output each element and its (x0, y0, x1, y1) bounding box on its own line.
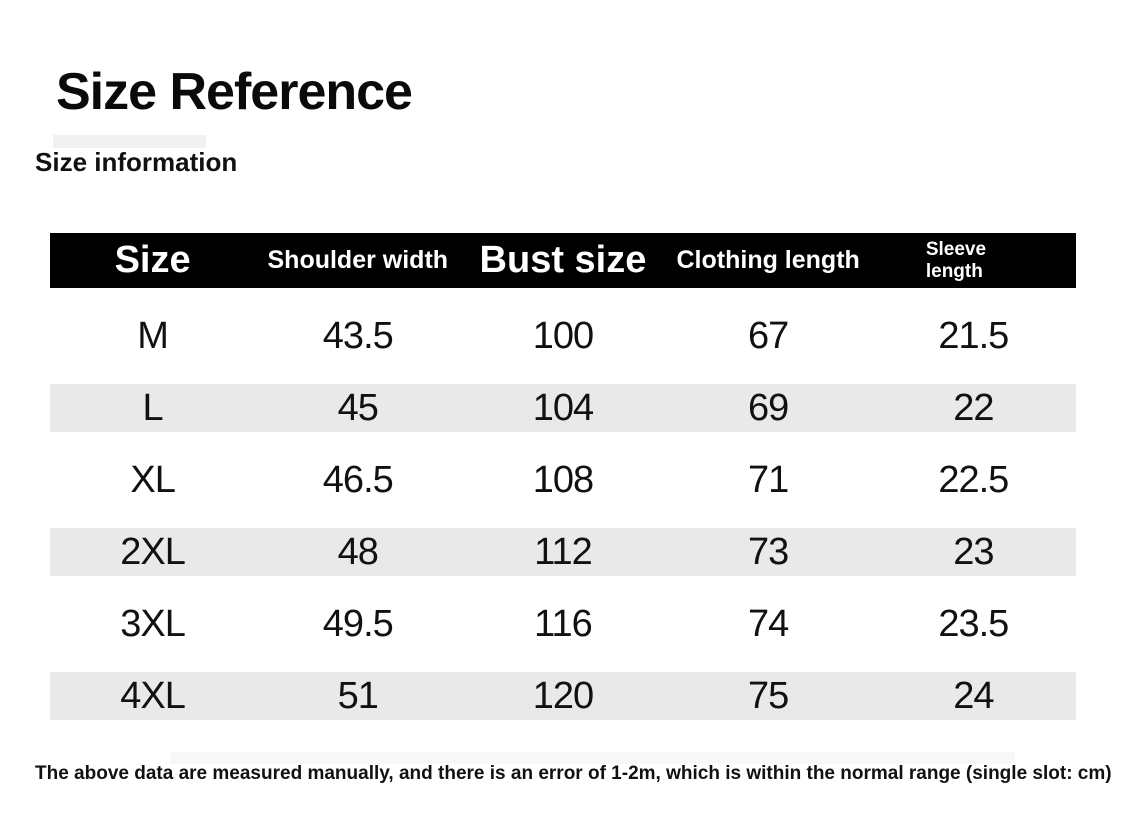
value-cell-clothing-length: 67 (748, 314, 789, 357)
header-cell-label: Bust size (479, 239, 647, 281)
header-cell-label: Size (114, 239, 191, 281)
value-cell-sleeve-length: 23 (953, 530, 994, 573)
value-cell-bust-size: 100 (532, 314, 594, 357)
table-row-xl: XL 46.5 108 71 22.5 (50, 456, 1076, 504)
size-label: 3XL (120, 602, 186, 645)
size-label: 4XL (120, 674, 186, 717)
value-cell-clothing-length: 75 (748, 674, 789, 717)
table-row-m: M 43.5 100 67 21.5 (50, 312, 1076, 360)
header-cell-shoulder-width: Shoulder width (255, 233, 460, 288)
footnote: The above data are measured manually, an… (35, 763, 1112, 784)
header-cell-label: Sleeve length (925, 238, 987, 282)
value-cell-sleeve-length: 21.5 (938, 314, 1009, 357)
value-cell-bust-size: 120 (532, 674, 594, 717)
value-cell-shoulder-width: 51 (337, 674, 379, 717)
highlight-mark (53, 135, 206, 148)
header-cell-label: Clothing length (676, 246, 860, 274)
size-label: L (142, 386, 164, 429)
table-body: M 43.5 100 67 21.5 L 45 104 69 22 XL 46.5 108 71 22.5 2… (50, 312, 1076, 720)
table-row-4xl: 4XL 51 120 75 24 (50, 672, 1076, 720)
table-row-2xl: 2XL 48 112 73 23 (50, 528, 1076, 576)
value-cell-shoulder-width: 43.5 (322, 314, 394, 357)
value-cell-clothing-length: 71 (748, 458, 789, 501)
page-title: Size Reference (56, 63, 413, 121)
table-header-row: Size Shoulder width Bust size Clothing leng… (50, 233, 1076, 288)
size-table: Size Shoulder width Bust size Clothing leng… (50, 233, 1076, 720)
value-cell-clothing-length: 74 (748, 602, 789, 645)
value-cell-sleeve-length: 22 (953, 386, 994, 429)
value-cell-shoulder-width: 49.5 (322, 602, 394, 645)
table-row-3xl: 3XL 49.5 116 74 23.5 (50, 600, 1076, 648)
value-cell-bust-size: 104 (532, 386, 594, 429)
header-cell-bust-size: Bust size (460, 233, 665, 288)
header-cell-size: Size (50, 233, 255, 288)
value-cell-sleeve-length: 23.5 (938, 602, 1009, 645)
section-subtitle: Size information (35, 147, 238, 177)
value-cell-sleeve-length: 22.5 (938, 458, 1009, 501)
size-label: M (137, 314, 169, 357)
value-cell-sleeve-length: 24 (953, 674, 994, 717)
value-cell-bust-size: 116 (534, 602, 593, 645)
value-cell-shoulder-width: 46.5 (322, 458, 394, 501)
value-cell-clothing-length: 69 (748, 386, 789, 429)
value-cell-shoulder-width: 45 (337, 386, 379, 429)
footnote-highlight-mark (170, 752, 1015, 764)
value-cell-bust-size: 108 (532, 458, 594, 501)
size-label: 2XL (120, 530, 186, 573)
size-label: XL (130, 458, 175, 501)
value-cell-shoulder-width: 48 (337, 530, 379, 573)
value-cell-bust-size: 112 (534, 530, 593, 573)
header-cell-label: Shoulder width (267, 246, 449, 274)
header-cell-clothing-length: Clothing length (666, 233, 871, 288)
table-row-l: L 45 104 69 22 (50, 384, 1076, 432)
header-cell-sleeve-length: Sleeve length (871, 233, 1076, 288)
value-cell-clothing-length: 73 (748, 530, 789, 573)
